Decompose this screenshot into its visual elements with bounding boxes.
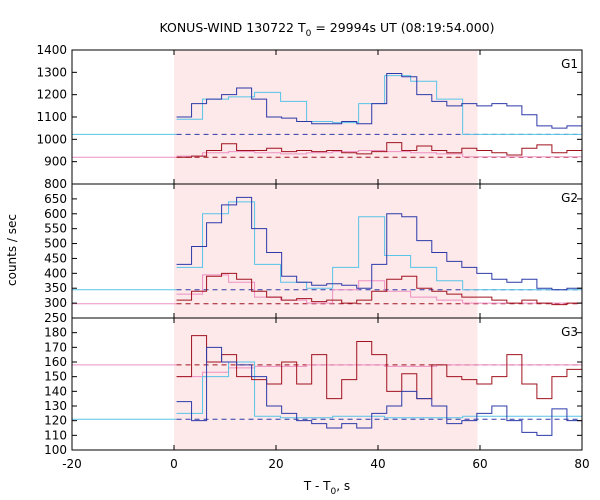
y-tick-label: 400 xyxy=(44,266,67,280)
y-tick-label: 140 xyxy=(44,384,67,398)
panel-g1: 800 900 1000 1100 1200 1300 1400 G1 xyxy=(36,43,583,191)
y-tick-label: 1300 xyxy=(36,65,67,79)
series-light-blue xyxy=(176,361,582,419)
panel-label: G3 xyxy=(561,325,578,339)
series-light-blue xyxy=(176,201,582,291)
y-tick-label: 650 xyxy=(44,192,67,206)
y-tick-label: 180 xyxy=(44,326,67,340)
x-tick-label: 40 xyxy=(370,457,385,471)
y-tick-label: 1400 xyxy=(36,43,67,57)
shaded-interval xyxy=(174,50,478,184)
chart-title: KONUS-WIND 130722 T0 = 29994s UT (08:19:… xyxy=(159,20,494,39)
y-tick-label: 150 xyxy=(44,370,67,384)
series-pink xyxy=(176,150,582,158)
panel-label: G2 xyxy=(561,191,578,205)
x-tick-label: 60 xyxy=(472,457,487,471)
y-tick-label: 450 xyxy=(44,251,67,265)
panel-frame xyxy=(71,317,583,451)
y-tick-label: 110 xyxy=(44,428,67,442)
y-tick-label: 130 xyxy=(44,399,67,413)
y-axis-label: counts / sec xyxy=(5,214,19,286)
x-axis-label: T - T0, s xyxy=(303,479,350,497)
x-tick-label: 0 xyxy=(170,457,178,471)
panel-label: G1 xyxy=(561,57,578,71)
y-tick-label: 1200 xyxy=(36,88,67,102)
y-tick-label: 900 xyxy=(44,155,67,169)
x-tick-label: -20 xyxy=(62,457,82,471)
series-pink xyxy=(176,274,582,304)
x-tick-label: 80 xyxy=(574,457,589,471)
y-tick-label: 550 xyxy=(44,222,67,236)
y-tick-label: 600 xyxy=(44,207,67,221)
y-tick-label: 160 xyxy=(44,355,67,369)
y-tick-label: 100 xyxy=(44,443,67,457)
shaded-interval xyxy=(174,318,478,450)
series-light-blue xyxy=(176,75,582,135)
x-tick-label: 20 xyxy=(268,457,283,471)
y-tick-label: 500 xyxy=(44,237,67,251)
y-tick-label: 250 xyxy=(44,311,67,325)
y-tick-label: 300 xyxy=(44,296,67,310)
y-tick-label: 120 xyxy=(44,414,67,428)
y-tick-label: 1100 xyxy=(36,110,67,124)
shaded-interval xyxy=(174,184,478,318)
y-tick-label: 1000 xyxy=(36,132,67,146)
y-tick-label: 350 xyxy=(44,281,67,295)
y-tick-label: 800 xyxy=(44,177,67,191)
y-tick-label: 170 xyxy=(44,340,67,354)
